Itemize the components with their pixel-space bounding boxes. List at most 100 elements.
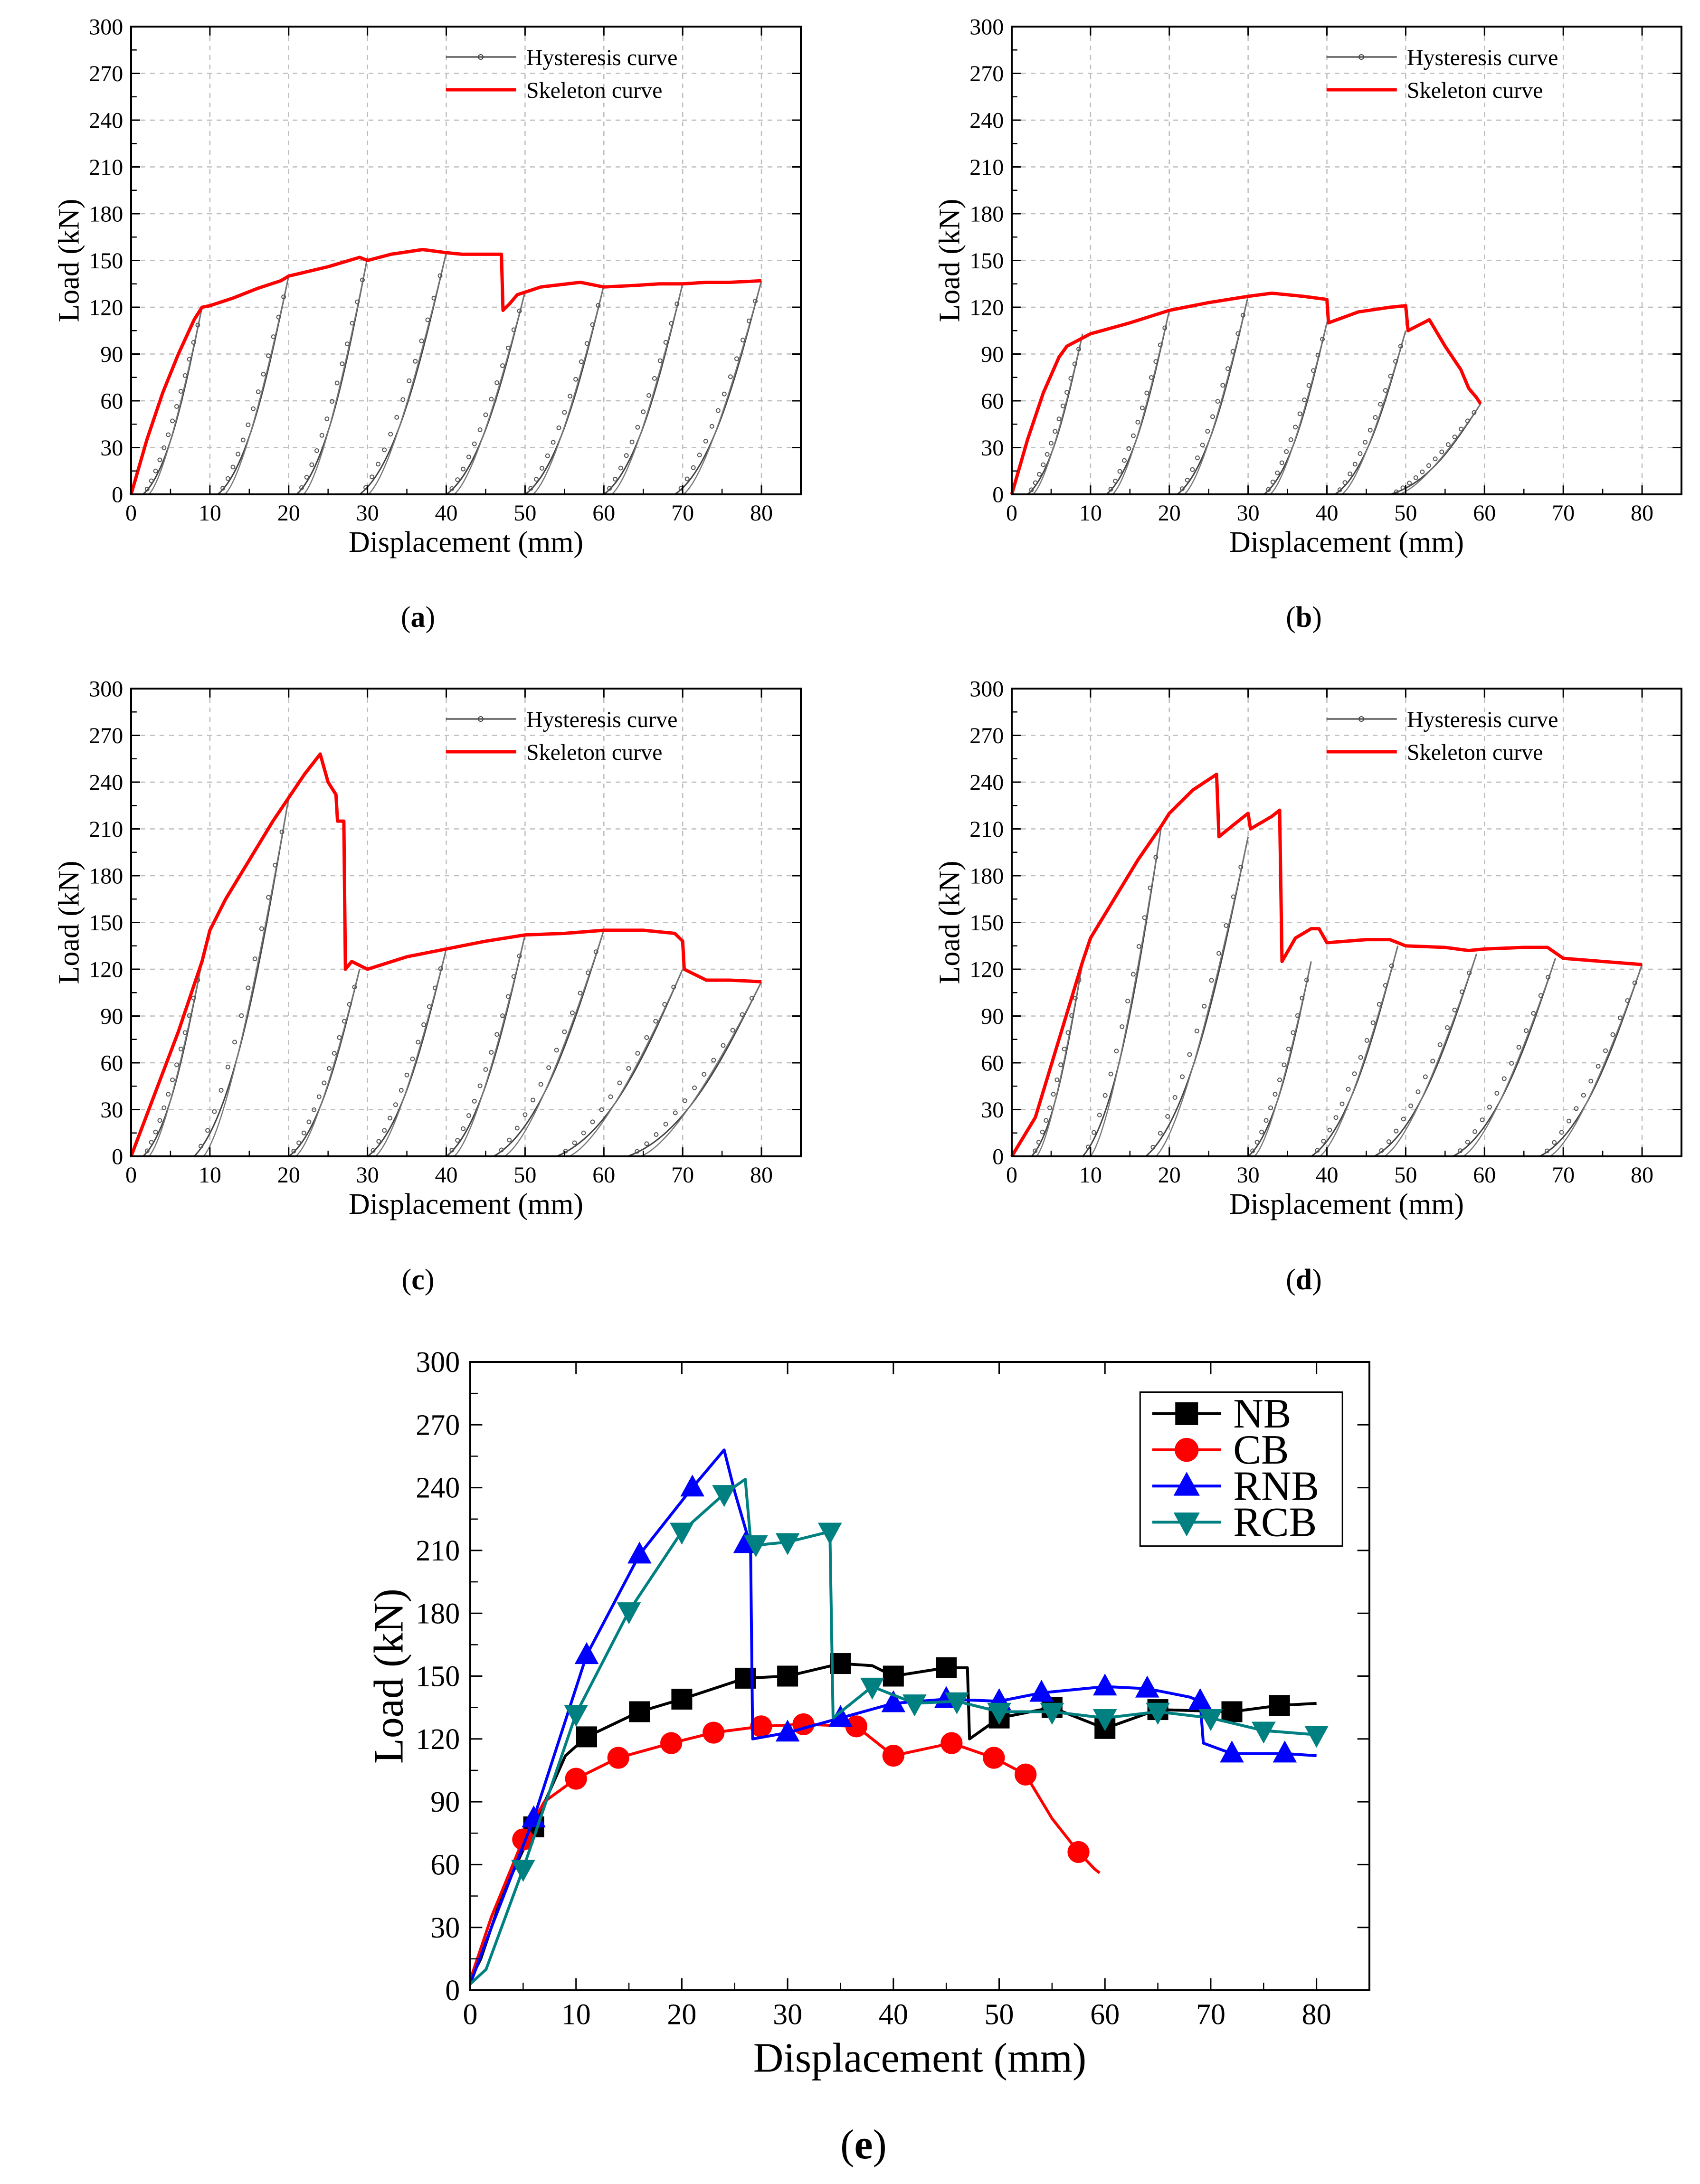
hysteresis-point	[1596, 1064, 1601, 1069]
data-point	[881, 1690, 906, 1712]
data-point	[1092, 1673, 1117, 1696]
hysteresis-point	[1315, 352, 1320, 358]
hysteresis-point	[1058, 1062, 1064, 1068]
y-tick-label: 150	[969, 910, 1004, 936]
hysteresis-point	[522, 1112, 528, 1117]
hysteresis-point	[1388, 374, 1393, 379]
hysteresis-loop	[1311, 945, 1399, 1157]
x-tick-label: 60	[1473, 501, 1496, 526]
hysteresis-point	[517, 954, 522, 959]
hysteresis-point	[312, 1107, 317, 1112]
hysteresis-point	[388, 1116, 393, 1121]
hysteresis-point	[1136, 944, 1141, 949]
hysteresis-point	[1033, 1148, 1038, 1153]
hysteresis-loop	[148, 961, 203, 1157]
x-tick-label: 50	[985, 1998, 1014, 2031]
hysteresis-point	[1060, 403, 1065, 408]
y-tick-label: 270	[416, 1409, 460, 1441]
hysteresis-point	[153, 1129, 158, 1135]
hysteresis-point	[505, 345, 511, 350]
hysteresis-point	[413, 359, 418, 364]
y-tick-label: 270	[969, 61, 1004, 86]
data-point	[902, 1694, 927, 1717]
legend-label: RNB	[1233, 1463, 1319, 1509]
hysteresis-loop	[603, 284, 684, 495]
x-axis-label: Displacement (mm)	[1229, 1188, 1464, 1220]
hysteresis-point	[1231, 894, 1236, 899]
caption-paren: )	[1312, 601, 1322, 633]
data-point	[860, 1677, 884, 1700]
hysteresis-loop	[193, 797, 290, 1157]
hysteresis-point	[1337, 487, 1342, 492]
y-tick-label: 150	[89, 248, 123, 274]
data-point	[1029, 1680, 1054, 1702]
hysteresis-point	[1037, 472, 1042, 477]
y-tick-label: 150	[89, 910, 123, 936]
hysteresis-point	[1383, 388, 1388, 393]
hysteresis-point	[1516, 1045, 1521, 1050]
hysteresis-point	[416, 1040, 421, 1045]
hysteresis-point	[1126, 446, 1131, 451]
hysteresis-point	[187, 1013, 192, 1018]
hysteresis-point	[461, 466, 466, 472]
hysteresis-point	[271, 334, 276, 340]
legend-swatch-marker	[1175, 1437, 1199, 1462]
hysteresis-point	[1603, 1048, 1608, 1053]
hysteresis-point	[1277, 1077, 1282, 1082]
hysteresis-point	[149, 1140, 154, 1145]
hysteresis-point	[232, 1040, 237, 1045]
hysteresis-point	[332, 1051, 337, 1056]
hysteresis-point	[500, 363, 505, 368]
x-tick-label: 40	[1316, 1163, 1339, 1188]
hysteresis-point	[1220, 383, 1225, 388]
hysteresis-point	[1394, 1128, 1399, 1134]
panel-a: 0 10 20 30 40 50 60 70 80 0 30 60 90 120 150 180 210 240 2…	[53, 14, 802, 633]
hysteresis-point	[1268, 1105, 1273, 1110]
hysteresis-point	[1291, 1030, 1296, 1035]
legend-label: Skeleton curve	[526, 740, 663, 765]
hysteresis-loop	[454, 291, 526, 495]
y-tick-label: 90	[981, 342, 1004, 367]
data-point	[792, 1713, 815, 1736]
hysteresis-point	[1544, 1148, 1549, 1153]
hysteresis-loop	[1319, 945, 1399, 1157]
data-point	[1092, 1709, 1117, 1731]
data-point	[940, 1732, 963, 1754]
hysteresis-loop	[368, 252, 447, 495]
x-tick-label: 10	[1079, 501, 1102, 526]
data-point	[1251, 1721, 1276, 1744]
hysteresis-point	[653, 1019, 658, 1024]
data-point	[565, 1768, 587, 1790]
hysteresis-point	[1288, 437, 1293, 442]
y-tick-label: 120	[416, 1723, 460, 1756]
y-tick-label: 120	[969, 295, 1004, 320]
hysteresis-point	[438, 966, 443, 971]
hysteresis-point	[291, 1148, 296, 1153]
series-rnb	[469, 1448, 1317, 1985]
hysteresis-point	[538, 1082, 543, 1087]
hysteresis-point	[1358, 1055, 1363, 1060]
hysteresis-point	[191, 995, 196, 1001]
hysteresis-point	[1205, 429, 1210, 434]
hysteresis-point	[531, 1097, 535, 1103]
x-tick-label: 40	[435, 1163, 458, 1188]
data-point	[680, 1475, 704, 1497]
hysteresis-point	[225, 1064, 230, 1069]
hysteresis-point	[187, 357, 192, 362]
hysteresis-point	[626, 1066, 631, 1071]
panel-d: 0 10 20 30 40 50 60 70 80 0 30 60 90 120 150 180 210 240 2…	[934, 676, 1682, 1296]
hysteresis-point	[663, 1122, 668, 1127]
y-axis-label: Load (kN)	[934, 861, 966, 984]
hysteresis-point	[1472, 410, 1477, 415]
hysteresis-point	[174, 1062, 179, 1068]
hysteresis-point	[1487, 1105, 1492, 1110]
y-tick-label: 0	[992, 1144, 1004, 1169]
hysteresis-point	[1036, 1140, 1041, 1145]
hysteresis-loop	[1254, 961, 1312, 1157]
x-tick-label: 60	[1473, 1163, 1496, 1188]
hysteresis-point	[1120, 1024, 1125, 1029]
hysteresis-point	[1150, 1144, 1156, 1150]
x-tick-label: 60	[1090, 1998, 1120, 2031]
y-axis-label: Load (kN)	[53, 861, 85, 984]
hysteresis-loop	[367, 948, 447, 1157]
